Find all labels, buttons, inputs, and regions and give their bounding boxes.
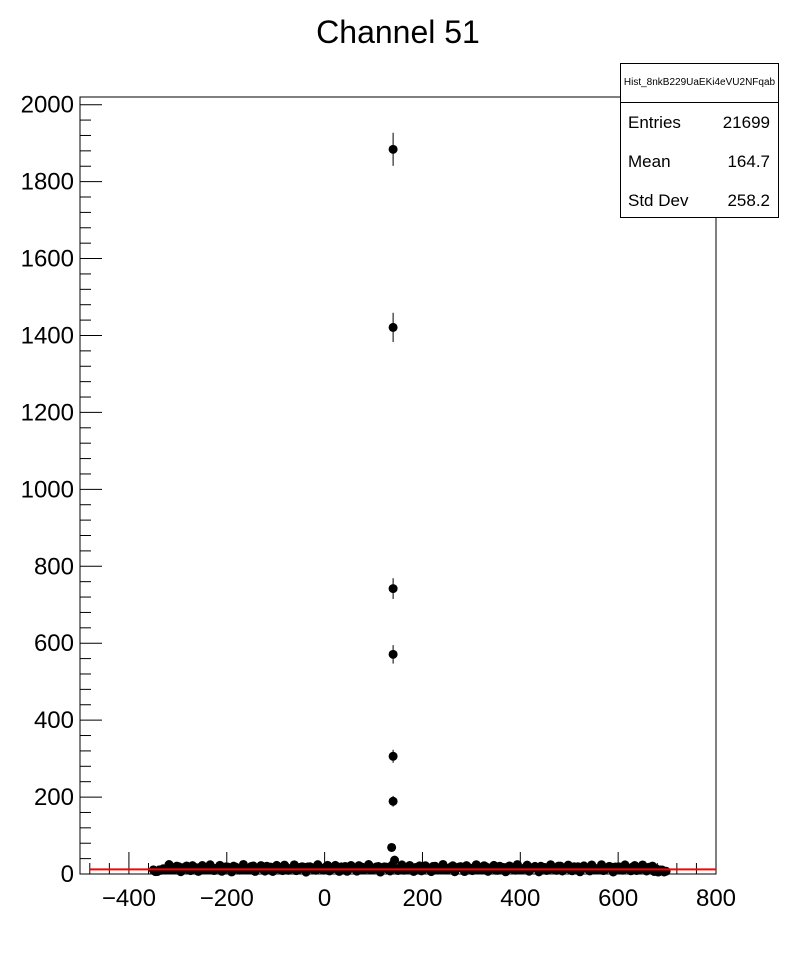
y-tick-label: 1200 [21,399,74,426]
peak-point [388,144,398,154]
y-tick-label: 1800 [21,169,74,196]
x-tick-label: 200 [402,885,442,912]
stats-value: 164.7 [727,152,770,171]
peak-point [388,322,398,332]
peak-point [388,584,398,594]
stats-label: Std Dev [628,191,689,210]
peak-point [387,842,397,852]
tick-labels: 0200400600800100012001400160018002000−40… [21,92,736,912]
chart-title: Channel 51 [316,14,480,50]
y-tick-label: 1600 [21,246,74,273]
x-tick-label: −200 [200,885,254,912]
x-tick-label: −400 [102,885,156,912]
x-tick-label: 0 [318,885,331,912]
y-tick-label: 0 [61,861,74,888]
y-tick-label: 600 [34,630,74,657]
stats-label: Mean [628,152,671,171]
stats-label: Entries [628,113,681,132]
peak-point [388,751,398,761]
peak-points [387,132,400,865]
axis-ticks [80,104,717,875]
y-tick-label: 1400 [21,322,74,349]
stats-row-mean: Mean 164.7 [621,142,778,181]
x-tick-label: 600 [598,885,638,912]
stats-row-entries: Entries 21699 [621,103,778,142]
y-tick-label: 200 [34,784,74,811]
y-tick-label: 2000 [21,92,74,119]
y-tick-label: 1000 [21,476,74,503]
peak-point [390,855,400,865]
baseline-point [661,866,671,876]
peak-point [388,796,398,806]
x-tick-label: 400 [500,885,540,912]
x-tick-label: 800 [696,885,736,912]
peak-point [388,649,398,659]
stats-row-stddev: Std Dev 258.2 [621,181,778,220]
y-tick-label: 800 [34,553,74,580]
stats-box: Hist_8nkB229UaEKi4eVU2NFqab Entries 2169… [620,63,779,218]
stats-histogram-name: Hist_8nkB229UaEKi4eVU2NFqab [621,64,778,103]
y-tick-label: 400 [34,707,74,734]
stats-value: 21699 [722,113,770,132]
stats-value: 258.2 [727,191,770,210]
